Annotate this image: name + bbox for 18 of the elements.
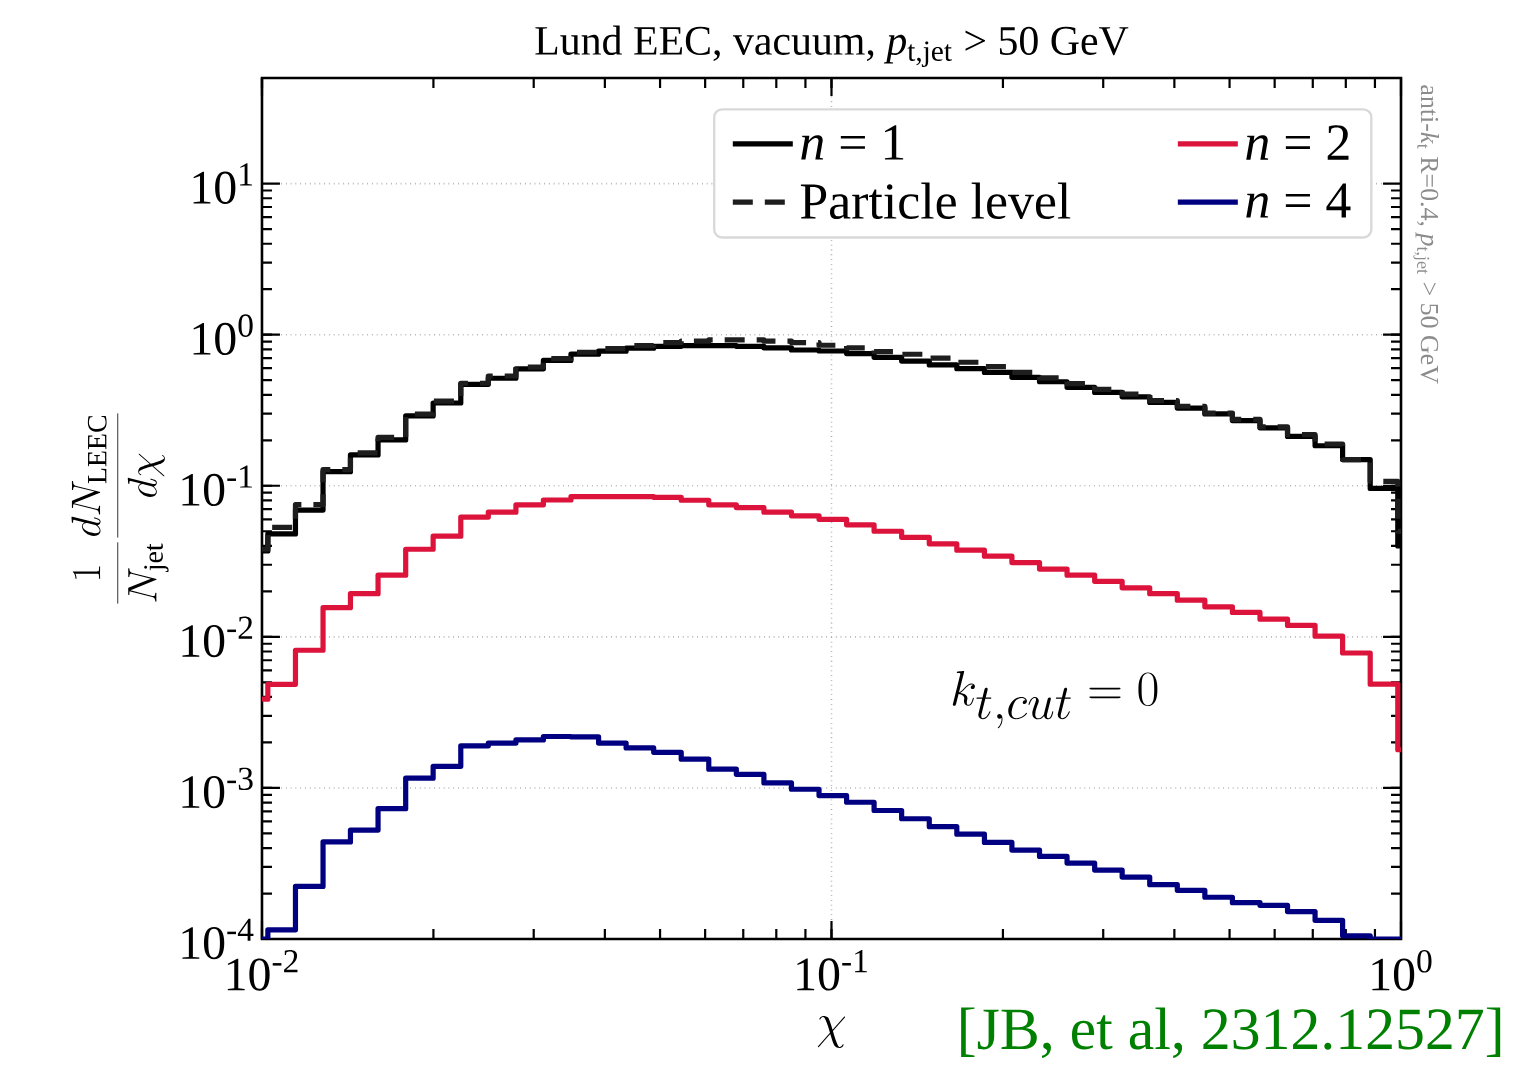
- x-tick-label: 10$^{-1}$: [797, 950, 867, 991]
- x-tick-label: 10$^{0}$: [1372, 950, 1432, 991]
- annotation: $k_{t,cut} = 0$: [952, 670, 1158, 729]
- text: anti-k$_{t}$ R=0.4, p$_{t,jet}$ > 50 GeV: [1413, 85, 1439, 384]
- legend-label: n = 1: [801, 125, 904, 160]
- y-tick-label: 10$^{0}$: [193, 314, 253, 356]
- x-tick-label: 10$^{-2}$: [227, 950, 298, 991]
- y-tick-label: 10$^{-2}$: [182, 616, 253, 658]
- y-axis-title: $\frac{1}{N_{\rm jet}}\frac{dN_{\rm LEEC}}{d\chi}$: [71, 413, 169, 604]
- x-axis-title: $\chi$: [817, 1015, 846, 1048]
- text: [JB, et al, 2312.12527]: [961, 1007, 1501, 1059]
- legend-label: n = 2: [1246, 125, 1349, 160]
- y-tick-label: 10$^{-1}$: [182, 465, 252, 507]
- legend-label: n = 4: [1246, 183, 1351, 218]
- legend-label: Particle level: [800, 182, 1071, 220]
- y-tick-label: 10$^{1}$: [193, 163, 252, 204]
- chart-title: Lund EEC, vacuum, p$_{t,jet}$ > 50 GeV: [535, 25, 1129, 67]
- y-tick-label: 10$^{-3}$: [182, 767, 253, 809]
